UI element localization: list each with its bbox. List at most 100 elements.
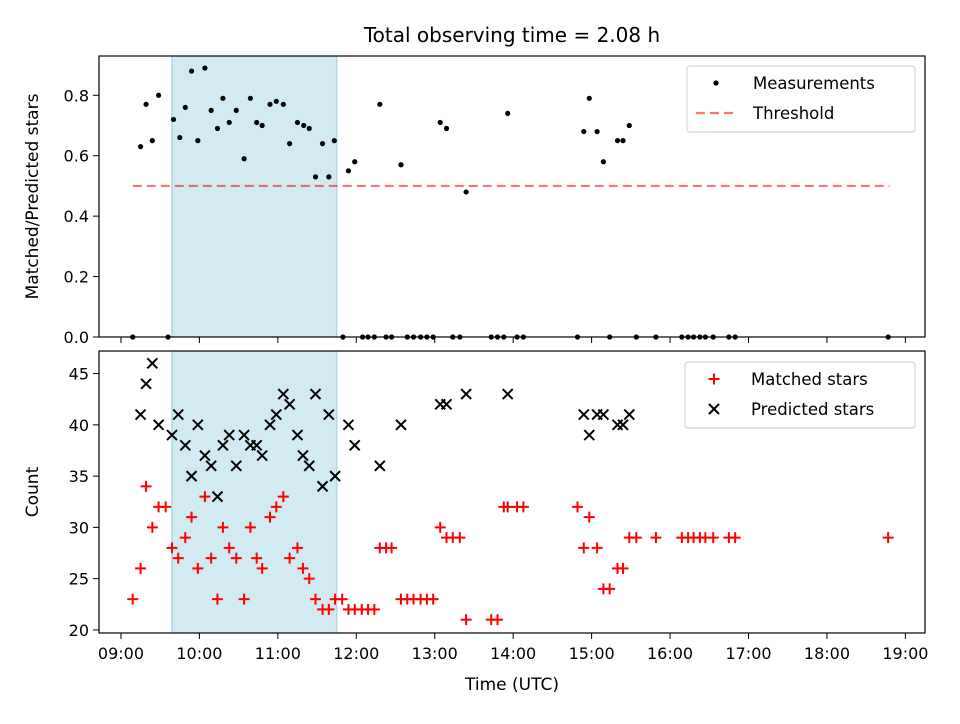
predicted-star-marker-b [277,388,290,400]
measurement-point [463,189,469,195]
bot-xtick-label: 19:00 [882,644,928,663]
measurement-point [505,110,511,117]
legend-matched-label: Matched stars [751,370,868,389]
predicted-star-marker [205,460,217,472]
measurement-point [177,134,183,141]
top-shaded-span [171,56,337,337]
predicted-star-marker-b [140,378,152,390]
matched-star-marker [517,501,529,513]
bottom-axes-frame [98,350,926,634]
bot-ytick-label: 20 [69,621,89,640]
predicted-star-marker-b [172,408,184,421]
matched-star-marker [172,552,184,564]
matched-star-marker [297,562,309,574]
measurement-point [301,122,307,129]
measurement-point [273,98,279,104]
bottom-legend-box [684,361,916,429]
measurement-point [202,65,208,71]
measurement-point [149,138,155,144]
top-shaded-region [171,56,338,337]
predicted-star-marker [250,439,263,452]
measurement-point [345,168,352,174]
top-legend-box [686,65,916,133]
predicted-star-marker [395,419,407,431]
predicted-star-marker [256,449,268,462]
matched-star-marker [368,603,380,615]
predicted-star-marker [623,408,635,421]
predicted-star-marker [270,408,282,421]
measurement-point [254,119,260,126]
matched-star-marker [277,491,289,503]
top-ytick-label: 0.8 [64,86,89,105]
predicted-star-marker-b [309,388,322,400]
bot-xtick-label: 14:00 [490,644,536,663]
bot-xtick-label: 10:00 [176,644,222,663]
predicted-star-marker-b [270,408,282,421]
measurement-point [247,95,253,101]
matched-star-marker [211,593,223,605]
measurement-point [208,107,214,113]
bottom-legend: Matched stars Predicted stars [684,361,916,429]
top-panel: 0.00.20.40.60.8 Matched/Predicted stars … [23,55,926,347]
predicted-star-marker-b [192,419,204,431]
bot-ytick-label: 30 [69,518,89,537]
predicted-star-marker [309,388,322,400]
matched-star-marker [650,532,662,544]
predicted-star-marker-b [597,408,610,421]
measurement-point [620,138,626,144]
predicted-star-marker [199,449,211,462]
bot-xtick-label: 16:00 [647,644,693,663]
matched-star-marker [882,532,894,544]
predicted-star-marker [185,470,198,482]
matched-star-marker [199,491,211,503]
predicted-star-marker [211,490,224,503]
predicted-star-marker [223,429,235,441]
measurement-point [259,122,265,129]
matched-star-marker [192,562,204,574]
measurement-point [437,119,443,126]
predicted-star-marker [460,388,472,400]
matched-star-marker [256,562,268,574]
matched-star-marker [223,542,235,554]
matched-star-marker [729,532,741,544]
top-axes-frame [98,55,926,338]
bot-xtick-label: 12:00 [333,644,379,663]
predicted-star-marker [283,398,296,411]
matched-star-marker [502,501,514,513]
predicted-star-marker-b [395,419,407,431]
predicted-star-marker [264,419,276,431]
predicted-star-marker [323,408,335,421]
matched-star-marker [578,542,590,554]
predicted-star-marker [583,429,595,441]
measurement-point [352,159,358,165]
measurement-point [594,128,600,135]
predicted-star-marker-b [223,429,235,441]
predicted-star-marker-b [303,460,315,472]
chart-title: Total observing time = 2.08 h [363,23,660,47]
top-y-axis-label: Matched/Predicted stars [23,93,43,299]
bot-ytick-label: 40 [69,416,89,435]
predicted-star-marker-b [583,429,595,441]
predicted-star-marker [179,439,191,452]
measurement-point [287,141,293,147]
predicted-star-marker [297,449,309,462]
predicted-star-marker [140,378,152,390]
matched-star-marker [270,501,282,513]
predicted-star-marker [166,429,178,441]
matched-star-marker [186,511,198,523]
matched-star-marker [583,511,595,523]
predicted-star-marker-b [617,419,629,431]
matched-star-marker [230,552,242,564]
predicted-star-marker [238,429,250,441]
legend-predicted-marker-b [708,403,720,415]
measurement-point [280,101,286,107]
predicted-star-marker-b [199,449,211,462]
predicted-star-marker [617,419,629,431]
predicted-star-marker-b [179,439,191,452]
matched-star-marker [238,593,250,605]
predicted-star-marker-b [166,429,178,441]
predicted-star-marker [230,460,242,472]
predicted-star-marker-b [250,439,263,452]
